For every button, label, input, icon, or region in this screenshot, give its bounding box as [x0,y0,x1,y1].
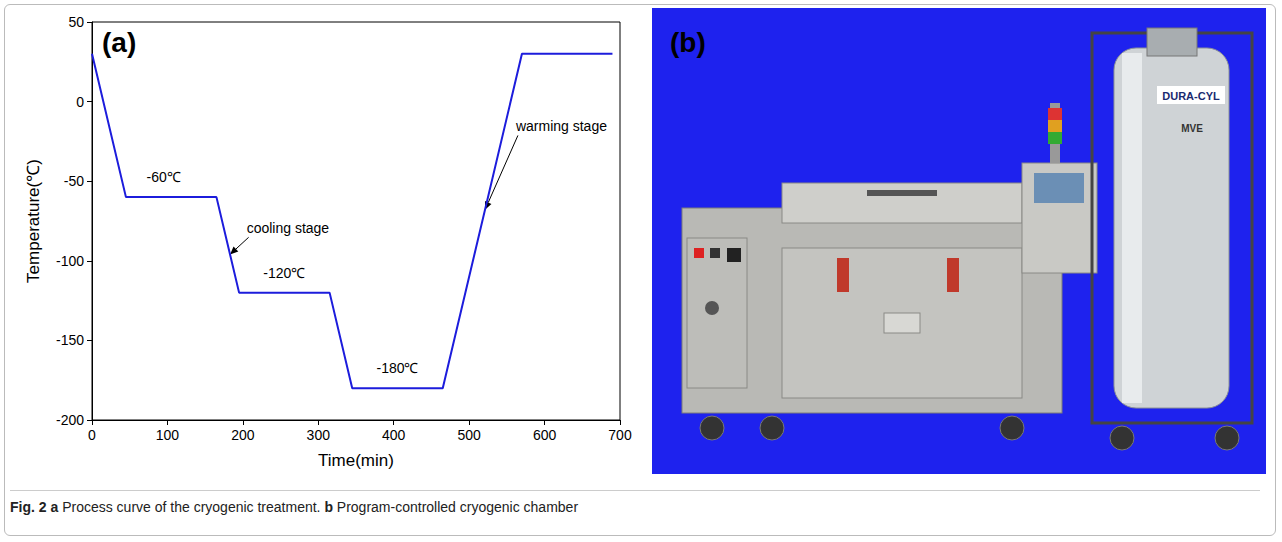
html-text:Fig. 2 a Process curve of the: Fig. 2 a Process curve of the cryogenic … [10,499,578,515]
svg-text:0: 0 [88,427,96,443]
svg-text:cooling stage: cooling stage [247,220,330,236]
svg-text:-120℃: -120℃ [263,265,305,281]
svg-text:DURA-CYL: DURA-CYL [1162,90,1220,102]
svg-text:-180℃: -180℃ [376,360,418,376]
svg-text:Temperature(℃): Temperature(℃) [24,159,43,283]
svg-text:-200: -200 [56,412,84,428]
svg-text:200: 200 [231,427,255,443]
svg-text:warming stage: warming stage [515,118,607,134]
svg-text:500: 500 [457,427,481,443]
svg-text:700: 700 [608,427,632,443]
svg-text:Time(min): Time(min) [318,451,394,470]
svg-text:400: 400 [382,427,406,443]
svg-text:(b): (b) [670,27,706,58]
svg-text:100: 100 [156,427,180,443]
svg-text:-50: -50 [64,173,84,189]
svg-text:300: 300 [307,427,331,443]
svg-text:600: 600 [533,427,557,443]
svg-text:50: 50 [68,14,84,30]
svg-text:-60℃: -60℃ [147,169,181,185]
svg-text:0: 0 [76,94,84,110]
svg-text:-150: -150 [56,332,84,348]
svg-text:-100: -100 [56,253,84,269]
svg-text:MVE: MVE [1181,123,1203,134]
svg-text:(a): (a) [102,27,136,58]
